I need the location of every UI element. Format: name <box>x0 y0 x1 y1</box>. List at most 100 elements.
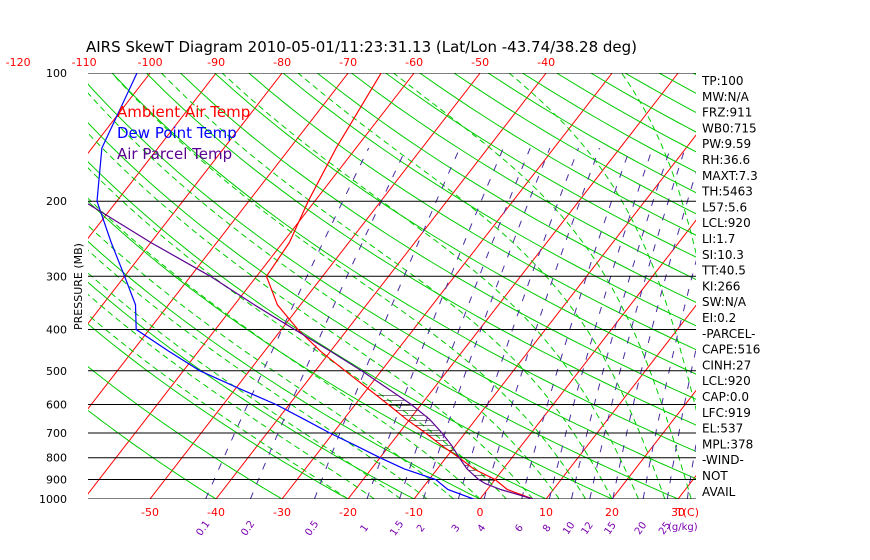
mixing-ratio-unit: (g/kg) <box>668 522 698 533</box>
isotherm-line <box>810 73 870 499</box>
sounding-index: TT:40.5 <box>701 264 746 278</box>
dry-adiabat-line <box>385 73 696 258</box>
mixing-ratio-tick-label: 2 <box>415 523 428 535</box>
dry-adiabat-line <box>88 323 349 499</box>
mixing-ratio-tick-label: 10 <box>561 520 577 537</box>
pressure-tick-label: 900 <box>46 474 67 487</box>
dry-adiabat-line <box>88 122 679 499</box>
dewpoint-temp-line <box>96 73 474 499</box>
legend-entry: Dew Point Temp <box>117 124 237 142</box>
isotherm-line <box>413 134 696 499</box>
mixing-ratio-tick-label: 6 <box>513 523 526 535</box>
mixing-ratio-line <box>398 147 531 499</box>
moist-adiabat-line <box>393 73 692 499</box>
sounding-index: TH:5463 <box>701 185 753 199</box>
top-temp-tick-label: -70 <box>339 56 357 69</box>
bottom-temp-tick-label: -50 <box>141 506 159 519</box>
dry-adiabat-line <box>796 73 870 499</box>
dry-adiabat-line <box>111 73 696 453</box>
dry-adiabat-line <box>214 73 696 375</box>
sounding-index: LI:1.7 <box>702 232 735 246</box>
sounding-index: CAPE:516 <box>702 343 760 357</box>
moist-adiabat-line <box>88 224 454 499</box>
parcel-temp-line <box>88 203 533 499</box>
dry-adiabat-line <box>88 161 613 499</box>
bottom-temp-unit: T(C) <box>675 506 699 519</box>
sounding-index: SI:10.3 <box>702 248 744 262</box>
sounding-index: WB0:715 <box>702 121 757 135</box>
dry-adiabat-line <box>88 83 696 480</box>
moist-adiabat-line <box>88 167 507 499</box>
moist-adiabats <box>88 73 696 499</box>
dry-adiabat-line <box>351 73 696 280</box>
sounding-index: AVAIL <box>702 485 736 499</box>
moist-adiabat-line <box>297 73 666 499</box>
mixing-ratio-line <box>205 147 370 499</box>
moist-adiabat-line <box>88 272 402 499</box>
isotherm-line <box>479 219 696 499</box>
sounding-index: CINH:27 <box>702 358 751 372</box>
sounding-index: -PARCEL- <box>702 327 756 341</box>
pressure-tick-label: 700 <box>46 427 67 440</box>
legend-entry: Air Parcel Temp <box>117 145 232 163</box>
dry-adiabat-line <box>248 73 696 351</box>
mixing-ratio-tick-label: 12 <box>580 520 596 537</box>
cape-hatch-area <box>376 395 500 484</box>
ambient-temp-line <box>265 73 534 499</box>
mixing-ratio-line <box>422 147 551 499</box>
dry-adiabat-line <box>658 73 696 94</box>
isotherm-line <box>0 73 18 499</box>
isotherm-line <box>88 73 415 495</box>
isotherm-line <box>744 73 870 499</box>
pressure-tick-label: 800 <box>46 452 67 465</box>
bottom-temp-tick-label: -10 <box>405 506 423 519</box>
isotherm-line <box>545 304 696 499</box>
dry-adiabat-line <box>88 200 547 499</box>
sounding-index: L57:5.6 <box>702 200 747 214</box>
moist-adiabat-line <box>508 73 696 412</box>
sounding-index: -WIND- <box>702 453 744 467</box>
mixing-ratio-tick-labels: 0.1 0.2 0.5 1 1.5 2 3 4 6 8 10 12 15 20 25(g/kg) <box>194 519 697 538</box>
isotherm-line <box>88 73 217 240</box>
pressure-tick-label: 500 <box>46 365 67 378</box>
dry-adiabat-line <box>830 73 870 499</box>
mixing-ratio-tick-label: 1 <box>359 523 372 535</box>
y-axis-label: PRESSURE (MB) <box>72 243 85 330</box>
bottom-temp-tick-label: -40 <box>207 506 225 519</box>
pressure-tick-label: 300 <box>46 270 67 283</box>
moist-adiabat-line <box>161 73 613 499</box>
dry-adiabat-line <box>282 73 696 327</box>
moist-adiabat-line <box>88 293 375 499</box>
sounding-index: PW:9.59 <box>702 137 751 151</box>
isotherm-line <box>88 73 283 325</box>
mixing-ratio-tick-label: 3 <box>450 523 463 535</box>
pressure-tick-label: 600 <box>46 398 67 411</box>
mixing-ratio-tick-label: 0.5 <box>303 519 321 538</box>
dry-adiabat-line <box>316 73 696 303</box>
isotherm-line <box>88 73 151 155</box>
sounding-index: FRZ:911 <box>702 106 752 120</box>
sounding-index: NOT <box>702 469 728 483</box>
isotherm-line <box>149 73 481 499</box>
sounding-index: LFC:919 <box>702 406 751 420</box>
top-temp-tick-label: -120 <box>6 56 31 69</box>
bottom-temp-tick-label: 0 <box>477 506 484 519</box>
bottom-temp-tick-label: -20 <box>339 506 357 519</box>
isotherm-line <box>88 73 349 410</box>
plot-area <box>0 73 870 499</box>
top-temp-tick-label: -90 <box>207 56 225 69</box>
sounding-index: EL:537 <box>702 422 743 436</box>
legend: Ambient Air Temp Dew Point Temp Air Parcel… <box>117 103 250 163</box>
moist-adiabat-line <box>88 92 560 499</box>
top-temp-tick-label: -100 <box>138 56 163 69</box>
dry-adiabat-line <box>88 240 481 499</box>
legend-entry: Ambient Air Temp <box>117 103 250 121</box>
mixing-ratio-tick-label: 0.2 <box>239 519 257 538</box>
moist-adiabat-line <box>111 73 587 499</box>
sounding-index: RH:36.6 <box>702 153 750 167</box>
mixing-ratio-tick-label: 1.5 <box>388 519 406 538</box>
moist-adiabat-line <box>88 197 481 499</box>
moist-adiabat-line <box>88 314 349 499</box>
bottom-temperature-tick-labels: -50 -40 -30 -20 -10 0 10 20 30T(C) <box>141 506 699 519</box>
top-temp-tick-label: -80 <box>273 56 291 69</box>
